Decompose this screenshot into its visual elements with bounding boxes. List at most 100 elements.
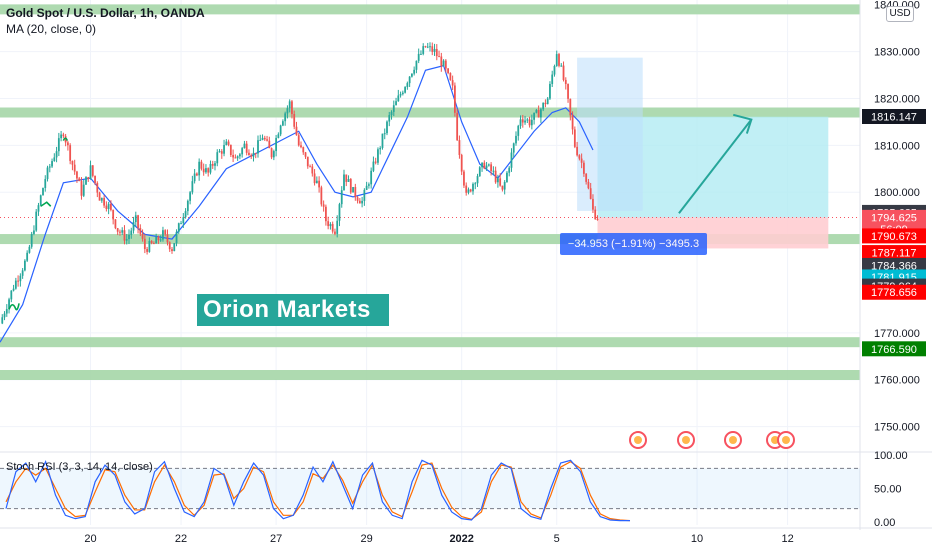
price-label-bg-5 [862, 245, 926, 261]
candle-body [42, 188, 44, 196]
candle-body [322, 204, 325, 207]
candle-body [272, 151, 275, 158]
candle-body [578, 155, 581, 159]
candle-body [297, 135, 300, 146]
candle-body [501, 185, 504, 190]
candle-body [248, 152, 250, 156]
candle-body [71, 160, 74, 165]
projection-arrow-head [733, 113, 753, 134]
zone-3 [0, 337, 860, 348]
candle-body [370, 170, 373, 185]
candle-body [225, 141, 228, 146]
time-axis: 20 22 27 29 2022 5 10 12 [0, 527, 932, 545]
candle-body [587, 181, 590, 189]
candle-body [404, 87, 407, 93]
candle-body [23, 260, 26, 271]
candle-body [377, 149, 379, 163]
candle-body [343, 174, 345, 191]
candle-body [245, 143, 248, 153]
candle-body [429, 46, 431, 48]
candle-body [408, 76, 411, 84]
candle-body [159, 239, 162, 241]
candle-body [582, 162, 585, 174]
symbol-title[interactable]: Gold Spot / U.S. Dollar, 1h, OANDA [6, 6, 205, 20]
candle-body [555, 54, 558, 67]
stoch-rsi-label[interactable]: Stoch RSI (3, 3, 14, 14, close) [6, 461, 153, 473]
candle-body [564, 79, 567, 85]
candle-body [37, 205, 40, 212]
candle-body [33, 230, 35, 234]
candle-body [166, 234, 169, 243]
candle-body [3, 313, 6, 318]
candle-body [503, 181, 506, 190]
candle-body [539, 109, 542, 118]
candle-body [229, 144, 232, 155]
y-tick-label-5: 1830.000 [874, 47, 920, 59]
zone-0 [0, 4, 860, 15]
currency-button[interactable]: USD [886, 6, 914, 22]
candle-body [438, 56, 440, 58]
candle-body [259, 139, 262, 141]
candle-body [433, 48, 436, 52]
candle-body [569, 98, 572, 116]
candle-body [35, 211, 38, 231]
candle-body [483, 162, 486, 169]
candle-body [141, 233, 144, 239]
candle-body [263, 137, 266, 140]
candle-body [62, 134, 65, 137]
candle-body [435, 48, 438, 57]
candle-body [315, 180, 318, 184]
us-event-flag-icon-center [729, 436, 737, 444]
candle-body [150, 241, 153, 244]
candle-body [492, 170, 495, 172]
candle-body [487, 164, 490, 166]
candle-body [365, 185, 368, 190]
candle-body [383, 133, 386, 135]
candle-body [379, 147, 382, 150]
candle-body [472, 183, 474, 192]
candle-body [184, 211, 187, 218]
candle-body [549, 83, 551, 99]
ma-indicator-label[interactable]: MA (20, close, 0) [6, 22, 97, 36]
candle-body [171, 249, 173, 252]
candle-body [66, 142, 69, 146]
x-tick-label-6: 10 [691, 533, 703, 545]
candle-body [53, 157, 56, 162]
candle-body [193, 173, 196, 182]
x-tick-label-5: 5 [554, 533, 560, 545]
candle-body [451, 80, 454, 86]
candle-body [431, 46, 434, 52]
candle-body [103, 197, 106, 206]
candle-body [567, 84, 569, 99]
candle-body [275, 137, 278, 152]
candle-body [560, 65, 563, 67]
candle-body [361, 200, 364, 204]
candle-body [270, 148, 273, 158]
candle-body [57, 138, 60, 152]
y-tick-label-1: 1770.000 [874, 328, 920, 340]
candle-body [352, 187, 354, 193]
candle-body [481, 162, 483, 168]
price-axis-labels: 1816.1471795.6851794.62556:091790.673178… [862, 108, 926, 357]
y-tick-label-2: 1800.000 [874, 187, 920, 199]
x-tick-label-3: 29 [361, 533, 373, 545]
candle-body [358, 200, 361, 204]
candle-body [80, 181, 83, 196]
candle-body [252, 152, 255, 157]
price-label-bg-9 [862, 284, 926, 300]
candle-body [266, 139, 268, 141]
candle-body [519, 119, 522, 126]
candle-body [524, 120, 526, 123]
candle-body [73, 164, 76, 172]
candle-body [195, 173, 198, 176]
candle-body [94, 175, 96, 183]
candle-body [257, 140, 259, 154]
stoch-tick-0: 100.00 [874, 450, 908, 462]
candle-body [506, 172, 508, 182]
candle-body [349, 179, 352, 193]
candle-body [526, 119, 529, 121]
candle-body [580, 158, 583, 163]
candle-body [562, 65, 565, 80]
